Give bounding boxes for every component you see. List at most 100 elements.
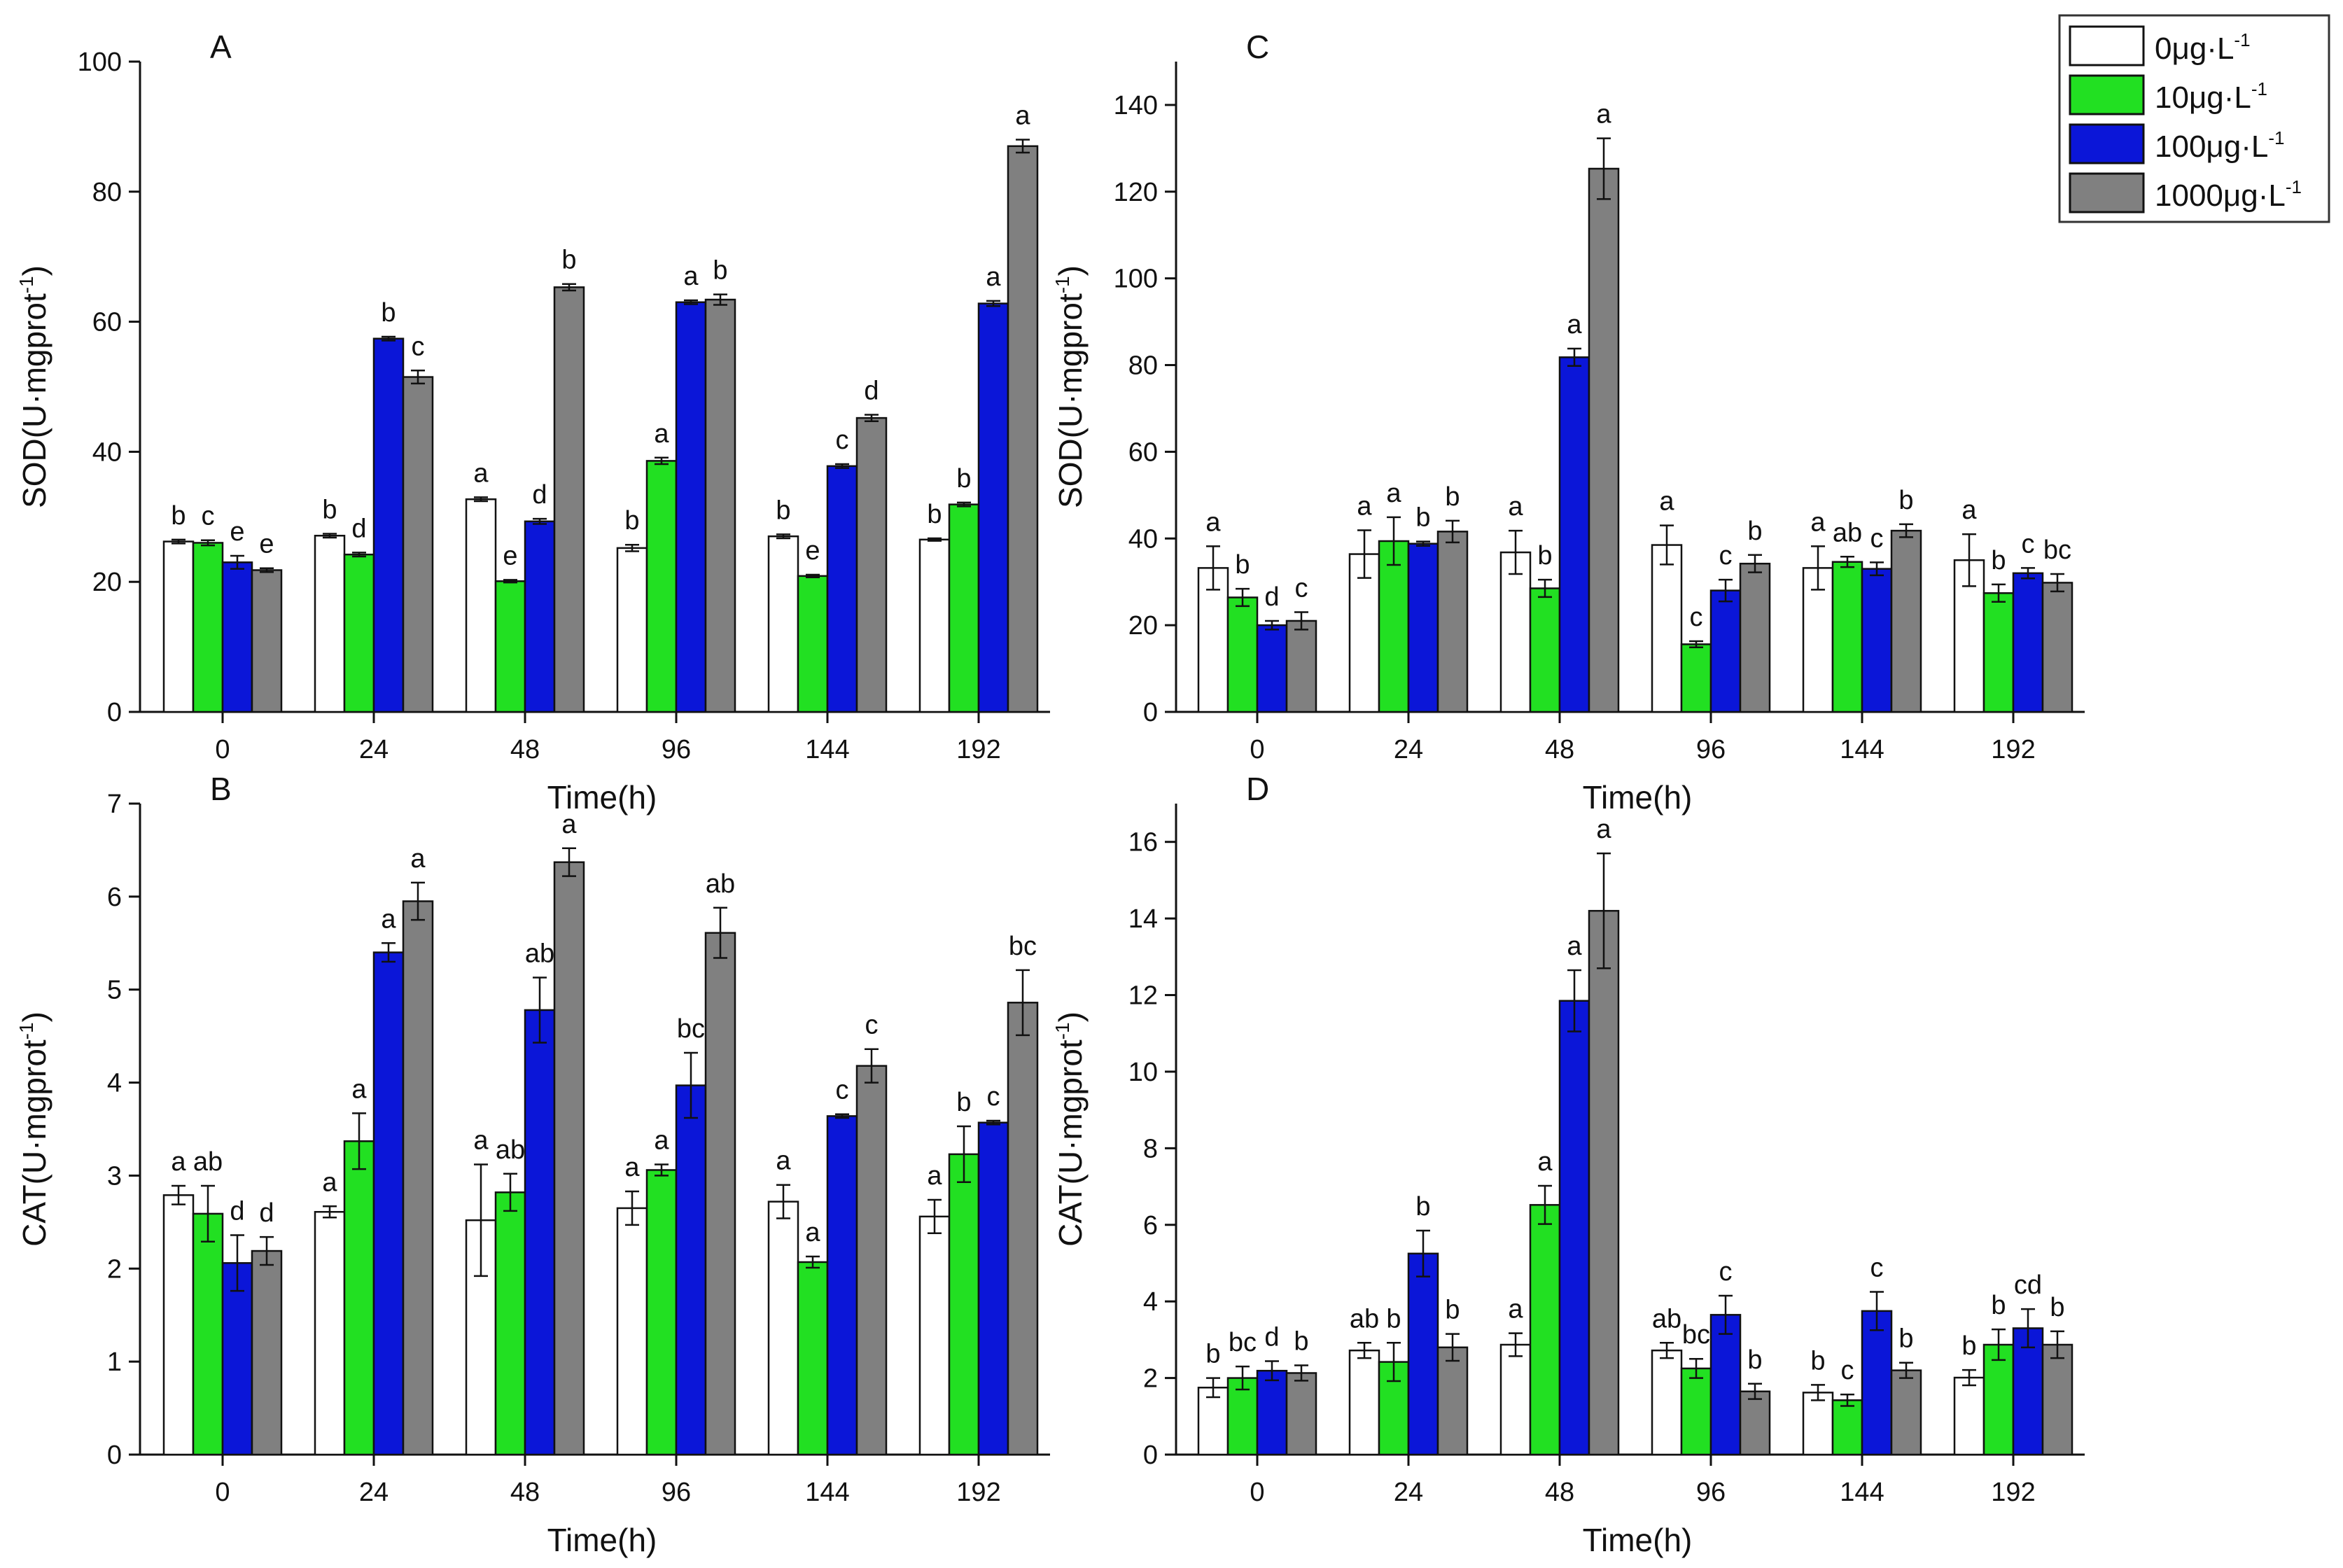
significance-label: b <box>956 1088 971 1117</box>
bar-d-s3-c1 <box>1436 1346 1469 1456</box>
legend-swatch-1 <box>2069 74 2145 115</box>
significance-label: d <box>259 1198 274 1228</box>
x-tick-label: 144 <box>805 1478 849 1507</box>
bar-a-s1-c4 <box>797 575 829 713</box>
bar-d-s2-c0 <box>1256 1369 1288 1456</box>
significance-label: a <box>1205 507 1221 537</box>
panel-letter: A <box>210 29 232 65</box>
significance-label: c <box>1295 574 1308 603</box>
y-tick-label: 5 <box>107 976 122 1005</box>
bar-a-s3-c4 <box>855 416 888 713</box>
x-tick-label: 96 <box>662 1478 691 1507</box>
significance-label: a <box>473 1126 489 1155</box>
bar-b-s2-c3 <box>675 1084 707 1456</box>
bar-d-s3-c3 <box>1739 1390 1771 1456</box>
significance-label: a <box>1508 492 1523 522</box>
panel-letter: B <box>210 771 232 807</box>
bar-c-s3-c5 <box>2041 582 2073 713</box>
legend-label-2: 100μg·L-1 <box>2155 127 2284 164</box>
significance-label: b <box>1415 1192 1430 1222</box>
bar-a-s1-c5 <box>948 503 980 713</box>
y-tick-label: 6 <box>1143 1211 1158 1240</box>
x-tick-label: 192 <box>1991 1478 2035 1507</box>
x-tick-label: 24 <box>359 1478 389 1507</box>
significance-label: c <box>2022 529 2035 559</box>
significance-label: d <box>532 480 547 510</box>
bar-d-s3-c4 <box>1890 1369 1922 1456</box>
significance-label: b <box>1898 1324 1913 1354</box>
significance-label: a <box>410 844 426 874</box>
significance-label: b <box>927 500 942 529</box>
bar-a-s0-c0 <box>162 540 195 713</box>
significance-label: b <box>776 496 790 525</box>
significance-label: a <box>381 904 396 934</box>
significance-label: b <box>1991 546 2006 575</box>
bar-b-s2-c4 <box>826 1115 858 1456</box>
bar-a-s0-c3 <box>616 547 648 713</box>
significance-label: c <box>412 332 425 361</box>
x-tick-label: 48 <box>510 735 540 764</box>
y-tick-label: 60 <box>1128 438 1158 467</box>
bar-a-s0-c5 <box>918 538 951 713</box>
x-tick-label: 24 <box>1394 735 1423 764</box>
significance-label: d <box>1264 582 1279 612</box>
significance-label: c <box>1719 541 1733 570</box>
bar-b-s1-c5 <box>948 1153 980 1456</box>
significance-label: b <box>1445 1296 1460 1325</box>
significance-label: a <box>1015 101 1030 130</box>
bar-a-s0-c4 <box>767 535 799 713</box>
panel-letter: D <box>1246 771 1269 807</box>
y-tick-label: 140 <box>1114 91 1158 120</box>
significance-label: cd <box>2014 1270 2042 1300</box>
significance-label: a <box>1537 1147 1553 1177</box>
significance-label: b <box>1747 517 1762 546</box>
x-tick-label: 24 <box>1394 1478 1423 1507</box>
bar-b-s0-c4 <box>767 1200 799 1456</box>
y-tick-label: 100 <box>78 48 122 77</box>
y-tick-label: 4 <box>107 1069 122 1098</box>
bar-a-s3-c0 <box>251 569 283 713</box>
bar-b-s1-c1 <box>343 1140 375 1456</box>
bar-d-s2-c2 <box>1558 1000 1590 1456</box>
x-tick-label: 144 <box>1840 1478 1884 1507</box>
bar-c-s3-c2 <box>1588 167 1620 713</box>
significance-label: c <box>987 1082 1000 1112</box>
significance-label: b <box>2050 1293 2064 1322</box>
legend-swatch-0 <box>2069 25 2145 66</box>
x-axis-title: Time(h) <box>1583 779 1693 816</box>
significance-label: d <box>230 1196 244 1226</box>
significance-label: a <box>1567 932 1582 961</box>
significance-label: b <box>1537 541 1552 570</box>
y-tick-label: 16 <box>1128 828 1158 858</box>
bar-a-s0-c1 <box>314 534 346 713</box>
bar-c-s1-c4 <box>1831 561 1863 713</box>
x-tick-label: 96 <box>1696 735 1726 764</box>
legend-swatch-2 <box>2069 123 2145 164</box>
bar-b-s1-c2 <box>494 1191 526 1456</box>
bar-b-s3-c5 <box>1007 1002 1039 1456</box>
bar-d-s3-c2 <box>1588 909 1620 1456</box>
x-tick-label: 0 <box>215 1478 230 1507</box>
bar-b-s3-c0 <box>251 1250 283 1456</box>
bar-a-s0-c2 <box>465 498 497 713</box>
significance-label: b <box>1991 1291 2006 1320</box>
significance-label: a <box>351 1074 367 1104</box>
x-tick-label: 192 <box>1991 735 2035 764</box>
bar-b-s0-c0 <box>162 1194 195 1456</box>
y-tick-label: 2 <box>107 1254 122 1284</box>
significance-label: c <box>202 502 215 531</box>
y-tick-label: 2 <box>1143 1364 1158 1394</box>
y-tick-label: 120 <box>1114 178 1158 207</box>
significance-label: b <box>956 464 971 493</box>
bar-b-s1-c0 <box>192 1212 224 1456</box>
significance-label: a <box>1508 1295 1523 1324</box>
bar-a-s1-c0 <box>192 542 224 713</box>
bar-b-s2-c1 <box>372 951 405 1456</box>
y-tick-label: 0 <box>1143 698 1158 727</box>
x-axis-title: Time(h) <box>1583 1522 1693 1558</box>
bar-c-s2-c5 <box>2012 572 2044 713</box>
x-tick-label: 192 <box>956 735 1000 764</box>
significance-label: b <box>1294 1327 1308 1357</box>
